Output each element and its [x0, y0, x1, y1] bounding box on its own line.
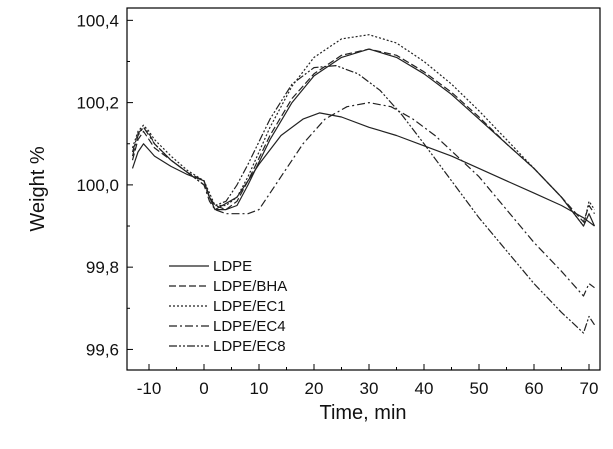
plot-frame	[126, 7, 601, 371]
legend-label: LDPE	[213, 258, 252, 275]
x-tick-label: 20	[305, 379, 324, 398]
x-tick-label: 70	[580, 379, 599, 398]
legend: LDPE LDPE/BHA LDPE/EC1 LDPE/EC4 LDPE/EC8	[169, 258, 287, 355]
x-tick-label: 30	[360, 379, 379, 398]
x-tick-label: 40	[415, 379, 434, 398]
legend-label: LDPE/BHA	[213, 278, 287, 295]
series-line	[131, 48, 596, 227]
series-line	[131, 48, 595, 223]
y-axis: 99,6 99,8 100,0 100,2 100,4	[76, 11, 133, 359]
y-tick-label: 100,0	[76, 176, 119, 195]
y-axis-title: Weight %	[27, 146, 49, 231]
y-tick-label: 99,8	[86, 258, 119, 277]
series-lines	[131, 34, 596, 334]
legend-label: LDPE/EC4	[213, 318, 286, 335]
x-tick-label: 10	[250, 379, 269, 398]
x-axis-title: Time, min	[319, 402, 406, 424]
series-line	[131, 34, 596, 227]
y-tick-label: 100,2	[76, 94, 119, 113]
x-tick-label: 60	[525, 379, 544, 398]
legend-label: LDPE/EC8	[213, 338, 286, 355]
series-line	[214, 112, 595, 227]
series-line	[131, 65, 596, 334]
x-axis: -10 0 10 20 30 40 50 60 70	[137, 364, 599, 398]
x-tick-label: 50	[470, 379, 489, 398]
x-tick-label: 0	[199, 379, 208, 398]
x-tick-label: -10	[137, 379, 162, 398]
y-tick-label: 100,4	[76, 11, 119, 30]
legend-label: LDPE/EC1	[213, 298, 286, 315]
y-tick-label: 99,6	[86, 340, 119, 359]
series-line	[131, 102, 595, 297]
